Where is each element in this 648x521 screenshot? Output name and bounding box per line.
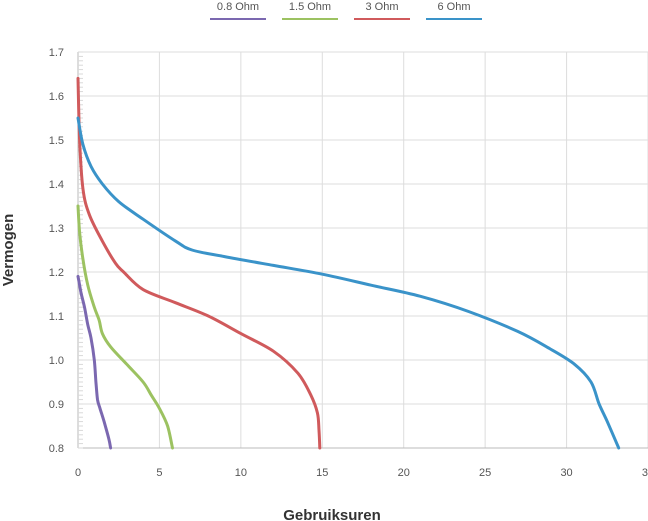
series-line-2 xyxy=(76,76,322,450)
x-tick-label: 10 xyxy=(235,467,247,479)
y-tick-label: 1.2 xyxy=(49,267,64,279)
series-lines xyxy=(76,76,621,450)
y-tick-label: 1.3 xyxy=(49,223,64,235)
legend-label: 1.5 Ohm xyxy=(289,1,331,13)
x-tick-label: 30 xyxy=(560,467,572,479)
x-tick-label: 5 xyxy=(156,467,162,479)
x-axis-title: Gebruiksuren xyxy=(283,507,381,521)
y-tick-label: 1.1 xyxy=(49,311,64,323)
x-tick-label: 0 xyxy=(75,467,81,479)
series-line-3 xyxy=(76,116,621,450)
y-tick-label: 1.5 xyxy=(49,135,64,147)
x-tick-label: 25 xyxy=(479,467,491,479)
legend-label: 6 Ohm xyxy=(437,1,470,13)
y-tick-label: 1.0 xyxy=(49,355,64,367)
y-tick-label: 0.9 xyxy=(49,399,64,411)
legend: 0.8 Ohm 1.5 Ohm 3 Ohm 6 Ohm xyxy=(210,1,482,20)
y-tick-labels: 0.8 0.9 1.0 1.1 1.2 1.3 1.4 1.5 1.6 1.7 xyxy=(49,47,64,455)
x-tick-label: 35 xyxy=(642,467,648,479)
y-tick-label: 1.7 xyxy=(49,47,64,59)
x-tick-label: 20 xyxy=(398,467,410,479)
y-tick-label: 0.8 xyxy=(49,443,64,455)
series-line-1 xyxy=(76,204,174,450)
x-tick-labels: 0 5 10 15 20 25 30 35 xyxy=(75,467,648,479)
y-tick-label: 1.4 xyxy=(49,179,64,191)
legend-label: 3 Ohm xyxy=(365,1,398,13)
y-axis-title: Vermogen xyxy=(0,214,17,287)
grid-lines xyxy=(77,51,648,449)
series-line-0 xyxy=(76,274,113,450)
y-tick-label: 1.6 xyxy=(49,91,64,103)
x-tick-label: 15 xyxy=(316,467,328,479)
legend-label: 0.8 Ohm xyxy=(217,1,259,13)
